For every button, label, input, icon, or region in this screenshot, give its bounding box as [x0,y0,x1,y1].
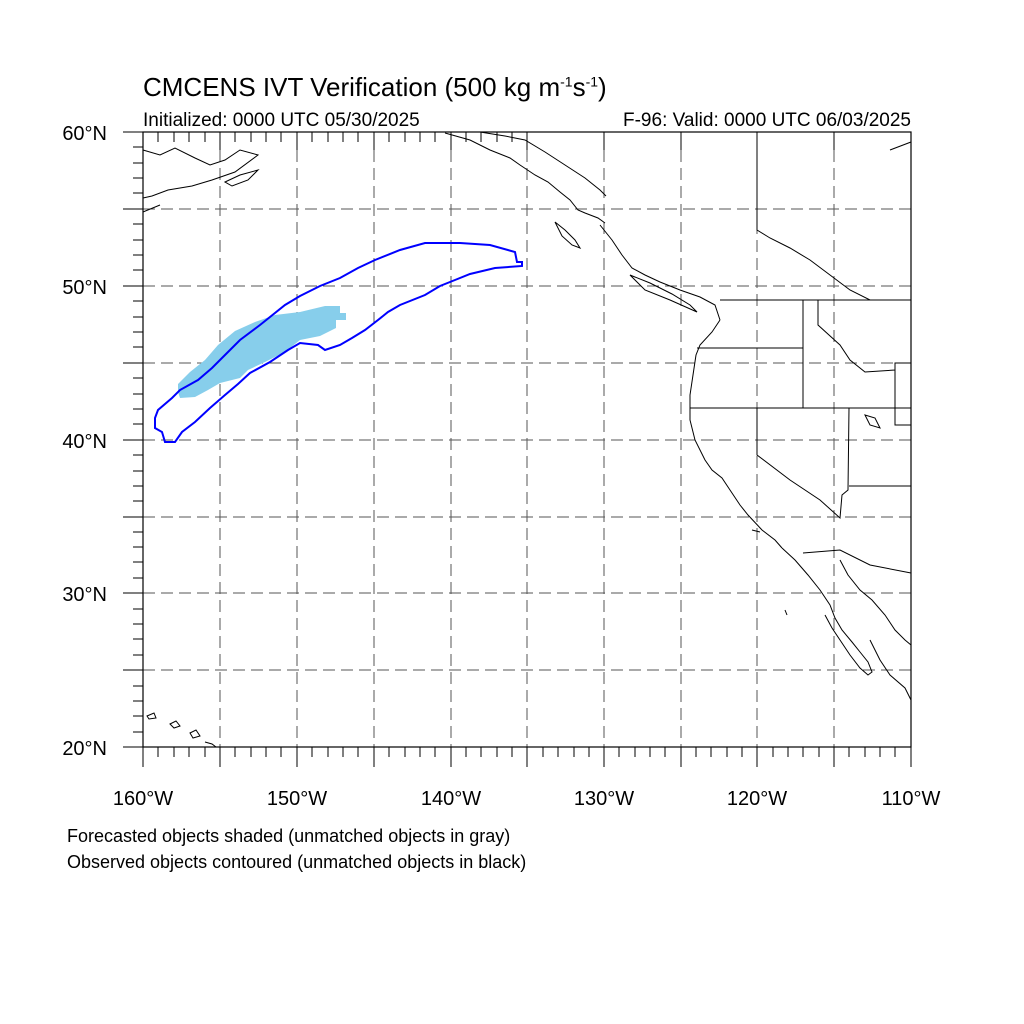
observed-note: Observed objects contoured (unmatched ob… [67,852,527,872]
valid-time: F-96: Valid: 0000 UTC 06/03/2025 [623,110,911,131]
lat-label-20: 20°N [62,738,107,760]
forecast-note: Forecasted objects shaded (unmatched obj… [67,826,511,846]
lon-label-120w: 120°W [727,788,787,810]
lat-label-50: 50°N [62,277,107,299]
axis-ticks [123,131,912,767]
coastlines [142,131,912,748]
lat-label-40: 40°N [62,431,107,453]
map-gridlines [143,132,911,747]
map-title: CMCENS IVT Verification (500 kg m-1s-1) [143,72,607,102]
lon-label-150w: 150°W [267,788,327,810]
lon-label-110w: 110°W [882,788,941,810]
lon-label-140w: 140°W [421,788,481,810]
forecast-ivt-object [178,306,346,398]
lat-labels: 60°N 50°N 40°N 30°N 20°N [62,123,107,760]
lat-label-30: 30°N [62,584,107,606]
lon-label-130w: 130°W [574,788,634,810]
initialized-time: Initialized: 0000 UTC 05/30/2025 [143,110,420,131]
lat-label-60: 60°N [62,123,107,145]
lon-labels: 160°W 150°W 140°W 130°W 120°W 110°W [113,788,941,810]
observed-ivt-contour [154,242,523,443]
lon-label-160w: 160°W [113,788,173,810]
